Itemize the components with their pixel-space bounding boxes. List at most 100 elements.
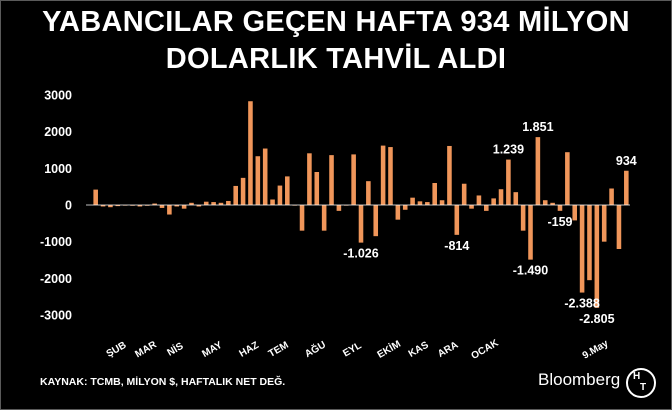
data-label: -814 [444,239,469,253]
ht-logo-icon: H T [626,368,656,398]
bar [189,202,194,205]
ht-logo-t: T [640,382,647,393]
bar [594,205,600,308]
data-label: 1.239 [493,143,524,157]
y-tick-label: -1000 [40,235,72,249]
bar [447,145,452,205]
x-tick-label: ARA [436,340,460,360]
y-tick-label: -3000 [40,309,72,323]
y-tick-label: 1000 [44,162,72,176]
bar [240,177,246,205]
bar [277,185,283,205]
bar [498,189,504,205]
bar [579,205,585,293]
bar [211,202,216,205]
bar [248,101,253,205]
bar [469,205,474,209]
bar [410,197,415,205]
bar [528,205,533,260]
chart-title: YABANCILAR GEÇEN HAFTA 934 MİLYON DOLARL… [0,4,672,78]
bar [432,183,437,205]
bar [218,202,224,205]
bar [174,205,180,207]
bar [351,154,356,205]
bar [520,205,526,231]
chart-title-line-1: YABANCILAR GEÇEN HAFTA 934 MİLYON [42,6,630,38]
bar [506,159,511,205]
bar [100,205,106,207]
data-label: -2.388 [564,297,599,311]
bar [402,205,408,210]
bar [93,189,98,205]
bar [476,195,482,205]
data-label: -1.490 [513,264,548,278]
x-tick-label: AĞU [302,338,328,360]
bar [542,200,548,205]
data-label: 934 [616,154,637,168]
bar [270,199,275,205]
bar [181,205,187,209]
bar [285,176,290,205]
x-tick-label: EYL [341,340,363,359]
x-tick-label: NİS [165,339,186,359]
bloomberg-logo: Bloomberg [538,370,621,389]
bar [203,201,209,205]
bar [491,198,496,205]
bar [226,200,231,205]
bar [366,181,371,205]
bar [152,203,157,205]
bar [336,205,342,211]
bar [572,205,578,221]
bar [255,156,261,205]
bar [329,155,334,205]
bar [233,185,238,205]
bar [601,205,607,242]
bar [557,205,563,211]
x-tick-label: OCAK [470,337,502,362]
x-tick-label: EKİM [375,337,403,361]
chart-title-line-2: DOLARLIK TAHVİL ALDI [165,43,507,75]
bar [380,145,386,205]
data-label: -1.026 [343,247,378,261]
bar [624,170,629,205]
bar [609,188,614,205]
data-label: -2.805 [579,312,614,326]
bar [262,148,268,205]
bar [616,205,622,249]
bar [513,192,519,205]
data-label: -159 [547,215,572,229]
bar [550,202,555,205]
y-tick-label: 0 [65,199,72,213]
bar [137,205,143,207]
bar [388,147,393,205]
bar [299,205,305,231]
bar [167,205,172,215]
bar [565,152,570,205]
bar [454,205,460,235]
x-tick-label: KAS [407,340,431,360]
bar [439,200,445,205]
bar [108,205,113,208]
ht-logo-h: H [633,371,641,382]
bar [425,202,430,205]
source-note: KAYNAK: TCMB, MİLYON $, HAFTALIK NET DEĞ… [40,376,286,388]
bar [159,205,165,208]
bar [587,205,592,281]
bar [358,205,364,243]
bar [484,205,489,211]
bar [307,153,312,205]
y-tick-label: -2000 [40,272,72,286]
bar [535,137,541,205]
x-tick-label: MAR [133,339,159,360]
y-tick-label: 3000 [44,89,72,103]
bar [196,205,202,207]
x-tick-label: 9.May [581,338,611,362]
x-tick-label: HAZ [238,340,261,360]
bar [373,205,379,237]
bar [395,205,401,220]
bar [461,183,467,205]
bar [321,205,327,231]
x-tick-label: MAY [200,340,224,360]
x-tick-label: TEM [267,340,291,360]
bar [417,201,423,205]
